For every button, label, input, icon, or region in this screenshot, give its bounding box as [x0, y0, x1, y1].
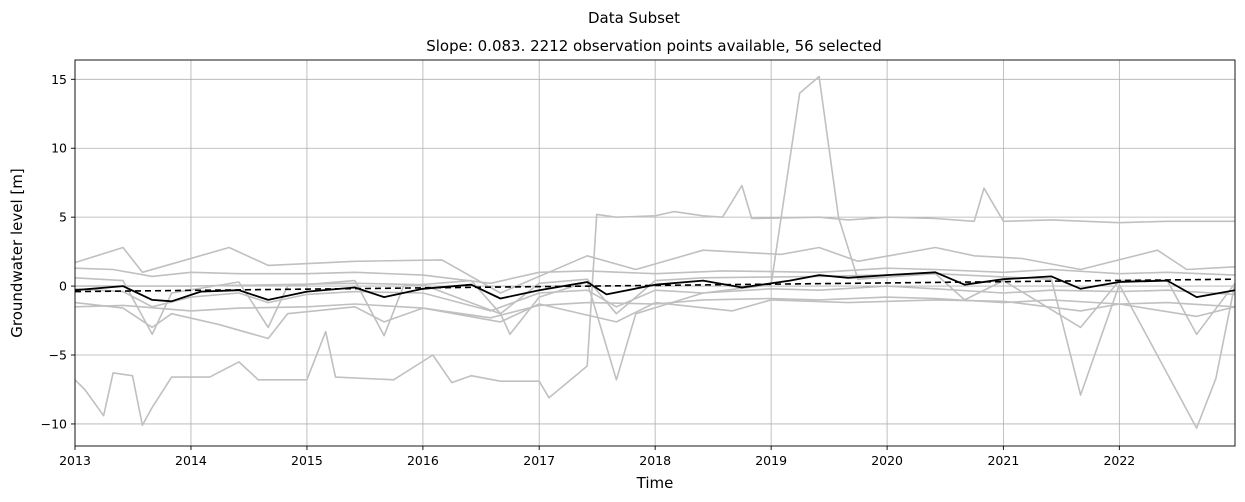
- x-tick-label: 2019: [755, 453, 787, 468]
- chart-title: Slope: 0.083. 2212 observation points av…: [426, 37, 882, 55]
- observation-series-line: [75, 285, 1235, 312]
- observation-series-line: [75, 246, 1235, 294]
- mean-series-line: [75, 271, 1235, 303]
- y-tick-label: 15: [51, 72, 67, 87]
- observation-series-line: [75, 75, 1235, 429]
- x-tick-label: 2017: [523, 453, 555, 468]
- y-tick-label: −10: [41, 416, 67, 431]
- x-tick-label: 2022: [1103, 453, 1135, 468]
- x-tick-label: 2021: [987, 453, 1019, 468]
- x-tick-label: 2020: [871, 453, 903, 468]
- x-tick-label: 2015: [291, 453, 323, 468]
- grid-lines: [74, 60, 1235, 446]
- observation-series-line: [75, 267, 1235, 285]
- axis-frame: [74, 59, 1236, 447]
- y-tick-label: 10: [51, 141, 67, 156]
- x-axis-label: Time: [636, 474, 674, 492]
- x-axis-ticks: 2013 2014 2015 2016 2017 2018 2019 2020 2021 2022: [59, 446, 1135, 468]
- y-tick-label: 0: [59, 279, 67, 294]
- x-tick-label: 2014: [175, 453, 207, 468]
- observation-series-line: [75, 296, 1235, 319]
- chart-suptitle: Data Subset: [588, 9, 680, 27]
- observation-series-line: [75, 184, 1235, 427]
- observation-series-line: [75, 299, 1235, 340]
- x-tick-label: 2013: [59, 453, 91, 468]
- x-tick-label: 2016: [407, 453, 439, 468]
- x-tick-label: 2018: [639, 453, 671, 468]
- y-axis-ticks: −10 −5 0 5 10 15: [41, 72, 75, 431]
- y-axis-label: Groundwater level [m]: [8, 168, 26, 337]
- y-tick-label: 5: [59, 210, 67, 225]
- y-tick-label: −5: [49, 348, 67, 363]
- observation-series-line: [75, 272, 1235, 337]
- plot-area: [75, 75, 1235, 429]
